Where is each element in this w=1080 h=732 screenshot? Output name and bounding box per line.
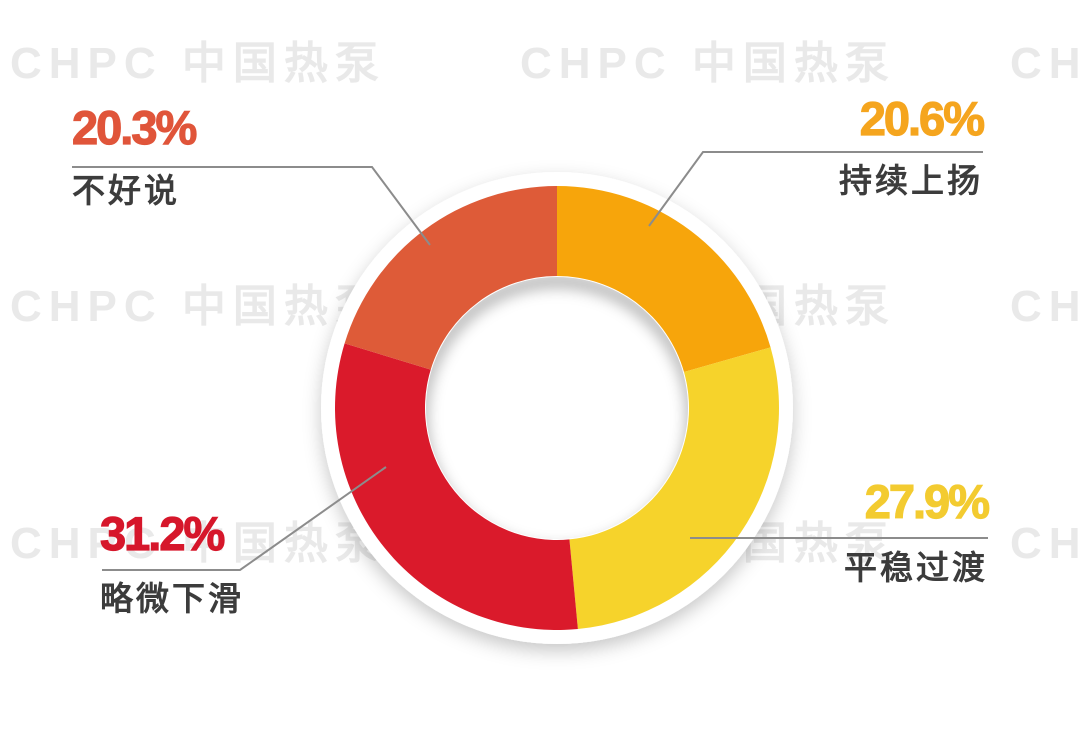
category-label-lveweixiahua: 略微下滑 xyxy=(100,580,244,617)
percent-value-pingwenguodu: 27.9% xyxy=(864,475,990,528)
callout-chixushangyang: 20.6% 持续上扬 xyxy=(839,92,986,199)
watermark-text: CHPC 中国热泵 xyxy=(520,282,896,331)
category-label-pingwenguodu: 平稳过渡 xyxy=(844,549,988,586)
category-label-chixushangyang: 持续上扬 xyxy=(839,162,983,199)
callout-pingwenguodu: 27.9% 平稳过渡 xyxy=(844,475,991,586)
watermark-text: CHPC 中国热泵 xyxy=(1010,282,1080,331)
watermark-text: CHPC 中国热泵 xyxy=(1010,39,1080,88)
callout-lveweixiahua: 31.2% 略微下滑 xyxy=(99,507,244,617)
watermark-text: CHPC 中国热泵 xyxy=(10,282,386,331)
percent-value-chixushangyang: 20.6% xyxy=(859,92,985,145)
watermark-text: CHPC 中国热泵 xyxy=(10,39,386,88)
watermark-text: CHPC 中国热泵 xyxy=(520,519,896,568)
percent-value-lveweixiahua: 31.2% xyxy=(99,507,225,560)
callout-buhaoshuo: 20.3% 不好说 xyxy=(71,101,197,209)
watermark-text: CHPC 中国热泵 xyxy=(1010,519,1080,568)
category-label-buhaoshuo: 不好说 xyxy=(72,172,180,209)
percent-value-buhaoshuo: 20.3% xyxy=(71,101,197,154)
watermark-text: CHPC 中国热泵 xyxy=(520,39,896,88)
